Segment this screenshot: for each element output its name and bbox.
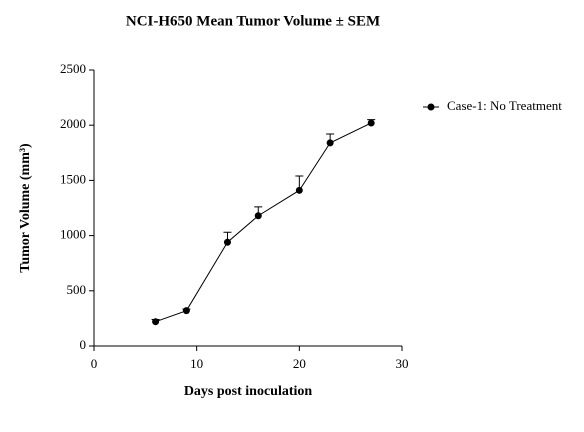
data-point — [326, 139, 334, 147]
data-point — [182, 307, 190, 315]
legend-label: Case-1: No Treatment — [447, 98, 562, 113]
data-point — [152, 318, 160, 326]
x-axis-label: Days post inoculation — [184, 384, 313, 399]
y-tick-label: 500 — [67, 282, 87, 297]
data-point — [367, 119, 375, 127]
data-point — [254, 212, 262, 220]
data-point — [295, 186, 303, 194]
x-tick-label: 20 — [293, 356, 306, 371]
data-point — [223, 238, 231, 246]
y-tick-label: 1500 — [60, 171, 86, 186]
chart-title: NCI-H650 Mean Tumor Volume ± SEM — [126, 13, 380, 29]
y-tick-label: 2000 — [60, 116, 86, 131]
y-tick-label: 2500 — [60, 61, 86, 76]
y-tick-label: 1000 — [60, 227, 86, 242]
y-tick-label: 0 — [80, 337, 87, 352]
legend-marker — [427, 103, 435, 111]
x-tick-label: 30 — [396, 356, 409, 371]
x-tick-label: 10 — [190, 356, 203, 371]
data-line — [155, 122, 372, 323]
x-tick-label: 0 — [91, 356, 98, 371]
y-axis-label: Tumor Volume (mm³) — [18, 143, 33, 273]
